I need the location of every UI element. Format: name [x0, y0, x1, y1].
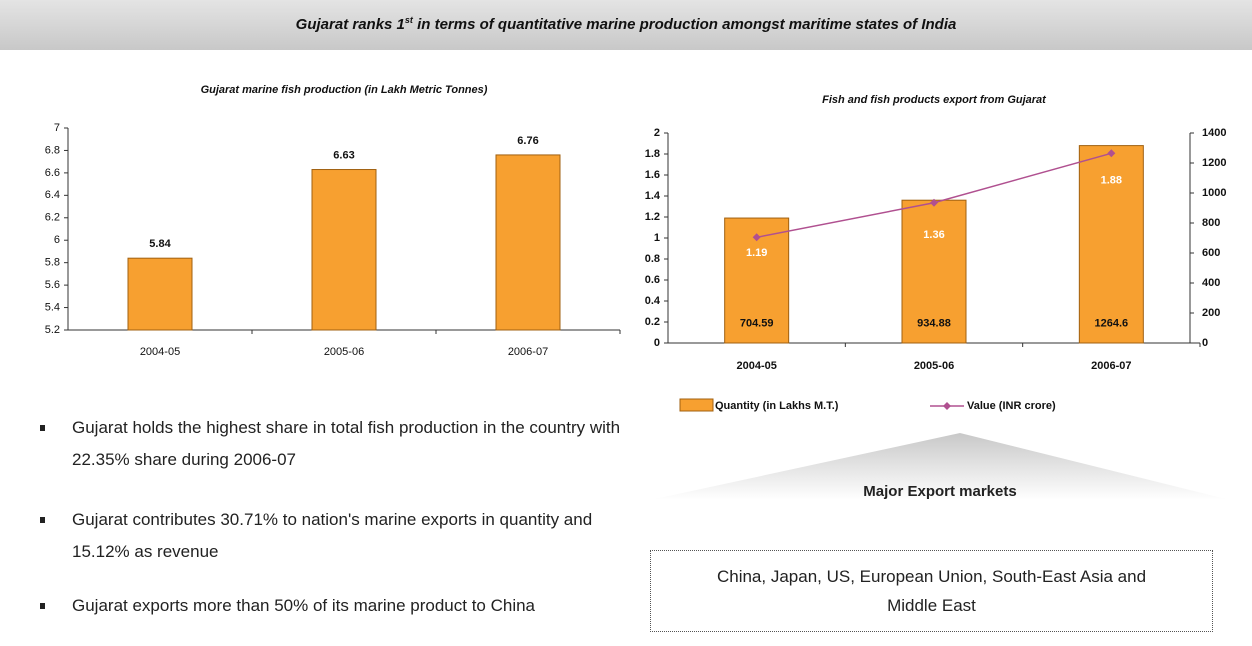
markets-text: China, Japan, US, European Union, South-…	[716, 567, 1147, 615]
x-tick-label: 2004-05	[736, 360, 776, 372]
value-label: 704.59	[740, 318, 774, 330]
line-marker	[930, 198, 938, 207]
y2-tick-label: 1400	[1202, 127, 1226, 139]
bar	[127, 257, 193, 331]
y-tick-label: 1.4	[645, 190, 661, 202]
bullet: Gujarat contributes 30.71% to nation's m…	[40, 504, 640, 568]
y-tick-label: 5.4	[45, 301, 60, 313]
y2-tick-label: 200	[1202, 307, 1220, 319]
y2-tick-label: 600	[1202, 247, 1220, 259]
y-tick-label: 0.6	[645, 274, 660, 286]
line-marker	[752, 233, 761, 242]
shadow-shape	[650, 433, 1230, 500]
y-tick-label: 1.8	[645, 148, 660, 160]
bullet-text: Gujarat exports more than 50% of its mar…	[72, 596, 536, 615]
bullet: Gujarat holds the highest share in total…	[40, 412, 640, 476]
x-tick-label: 2005-06	[914, 360, 954, 372]
value-label: 5.84	[149, 238, 171, 250]
y-tick-label: 6.2	[45, 212, 60, 224]
y-tick-label: 6.4	[45, 189, 60, 201]
value-label: 934.88	[917, 318, 951, 330]
x-tick-label: 2004-05	[140, 346, 180, 358]
bar	[901, 199, 967, 344]
markets-box: China, Japan, US, European Union, South-…	[650, 550, 1213, 632]
y2-tick-label: 1200	[1202, 157, 1226, 169]
y2-tick-label: 1000	[1202, 187, 1226, 199]
bar	[495, 154, 561, 331]
title-part: Gujarat ranks 1	[295, 16, 405, 33]
y-tick-label: 6	[54, 234, 60, 246]
x-tick-label: 2006-07	[1091, 360, 1131, 372]
y-tick-label: 5.6	[45, 279, 60, 291]
legend-label: Quantity (in Lakhs M.T.)	[715, 400, 839, 412]
y-tick-label: 7	[54, 122, 60, 134]
value-label: 1.36	[923, 229, 944, 241]
y-tick-label: 1.2	[645, 211, 660, 223]
y2-tick-label: 800	[1202, 217, 1220, 229]
value-label: 6.63	[333, 149, 354, 161]
y-tick-label: 0	[654, 337, 660, 349]
legend-marker	[943, 402, 951, 410]
legend-label: Value (INR crore)	[967, 400, 1056, 412]
title-part: in terms of quantitative marine producti…	[412, 16, 957, 33]
value-label: 1.19	[746, 247, 767, 259]
y2-tick-label: 400	[1202, 277, 1220, 289]
y-tick-label: 5.2	[45, 324, 60, 336]
bar	[724, 217, 790, 344]
y-tick-label: 6.6	[45, 167, 60, 179]
value-label: 1.88	[1101, 175, 1122, 187]
bar	[1078, 145, 1144, 344]
bar	[311, 169, 377, 331]
x-tick-label: 2006-07	[508, 346, 548, 358]
y-tick-label: 1	[654, 232, 660, 244]
y-tick-label: 0.2	[645, 316, 660, 328]
bullet-text: Gujarat contributes 30.71% to nation's m…	[72, 510, 593, 561]
y2-tick-label: 0	[1202, 337, 1208, 349]
line-marker	[1107, 149, 1116, 158]
legend-swatch	[679, 398, 714, 412]
y-tick-label: 5.8	[45, 257, 60, 269]
y-tick-label: 0.4	[645, 295, 661, 307]
y-tick-label: 6.8	[45, 144, 60, 156]
bullet: Gujarat exports more than 50% of its mar…	[40, 590, 640, 622]
bullet-text: Gujarat holds the highest share in total…	[72, 418, 621, 469]
header: Gujarat ranks 1st in terms of quantitati…	[0, 0, 1252, 50]
x-tick-label: 2005-06	[324, 346, 364, 358]
y-tick-label: 1.6	[645, 169, 660, 181]
markets-title: Major Export markets	[863, 483, 1017, 500]
y-tick-label: 0.8	[645, 253, 660, 265]
chart-title: Fish and fish products export from Gujar…	[822, 94, 1047, 106]
chart-title: Gujarat marine fish production (in Lakh …	[201, 84, 488, 96]
value-label: 6.76	[517, 135, 538, 147]
y-tick-label: 2	[654, 127, 660, 139]
value-label: 1264.6	[1095, 318, 1129, 330]
title-sup: st	[404, 15, 413, 25]
